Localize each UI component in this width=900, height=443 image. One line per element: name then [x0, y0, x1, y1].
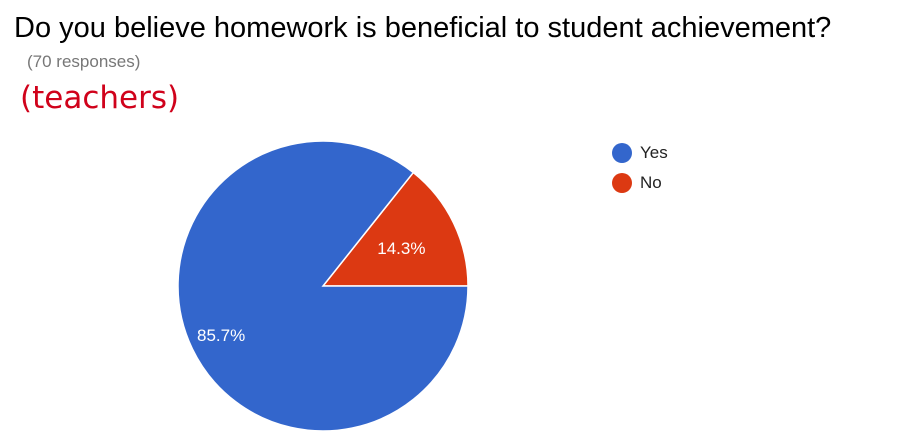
legend-swatch-no	[612, 173, 632, 193]
legend-item-no[interactable]: No	[612, 168, 668, 198]
audience-annotation: (teachers)	[20, 80, 180, 116]
legend-label-no: No	[640, 173, 662, 192]
legend-item-yes[interactable]: Yes	[612, 138, 668, 168]
chart-title: Do you believe homework is beneficial to…	[14, 12, 832, 44]
legend-swatch-yes	[612, 143, 632, 163]
response-count: (70 responses)	[27, 52, 141, 71]
legend-label-yes: Yes	[640, 143, 668, 162]
pie-slice-yes[interactable]	[177, 140, 469, 432]
pie-label-yes: 85.7%	[197, 326, 245, 345]
chart-legend: Yes No	[612, 138, 668, 198]
pie-slice-no[interactable]	[321, 171, 469, 287]
pie-label-no: 14.3%	[377, 239, 425, 258]
